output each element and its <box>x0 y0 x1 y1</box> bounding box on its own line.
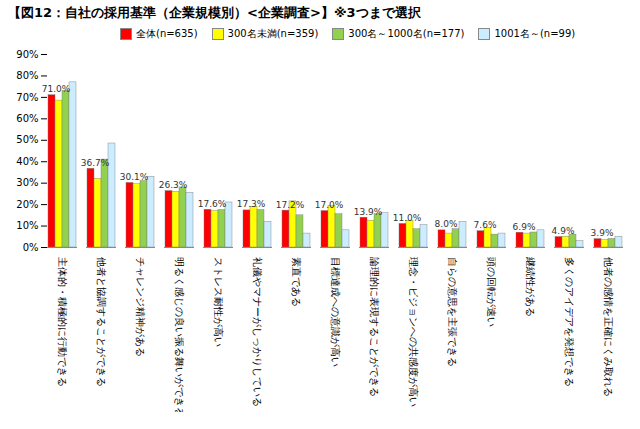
svg-text:自らの意思を主張できる: 自らの意思を主張できる <box>447 257 458 367</box>
svg-text:チャレンジ精神がある: チャレンジ精神がある <box>135 257 146 357</box>
svg-text:目標達成への意識が高い: 目標達成への意識が高い <box>330 257 341 367</box>
svg-text:80%: 80% <box>16 70 38 81</box>
html-text:300名未満(n=359): 300名未満(n=359) <box>227 28 319 39</box>
svg-text:主体的・積極的に行動できる: 主体的・積極的に行動できる <box>57 257 68 387</box>
svg-text:50%: 50% <box>16 134 38 145</box>
svg-text:36.7%: 36.7% <box>81 158 110 168</box>
svg-text:20%: 20% <box>16 199 38 210</box>
svg-text:17.2%: 17.2% <box>276 199 305 209</box>
svg-text:17.6%: 17.6% <box>198 199 227 209</box>
svg-text:継続性がある: 継続性がある <box>525 256 536 317</box>
svg-text:11.0%: 11.0% <box>393 213 422 223</box>
svg-text:0%: 0% <box>23 242 39 253</box>
svg-text:4.9%: 4.9% <box>552 226 575 236</box>
svg-text:論理的に表現することができる: 論理的に表現することができる <box>369 257 380 397</box>
svg-text:明るく感じの良い振る舞いができる: 明るく感じの良い振る舞いができる <box>174 257 185 413</box>
svg-text:17.3%: 17.3% <box>237 199 266 209</box>
svg-text:他者と協調することができる: 他者と協調することができる <box>96 257 107 387</box>
svg-text:ストレス耐性が高い: ストレス耐性が高い <box>213 257 224 347</box>
svg-text:30.1%: 30.1% <box>120 172 149 182</box>
svg-text:13.9%: 13.9% <box>354 207 383 217</box>
svg-text:3.9%: 3.9% <box>591 228 614 238</box>
svg-text:理念・ビジョンへの共感度が高い: 理念・ビジョンへの共感度が高い <box>408 257 419 407</box>
svg-text:60%: 60% <box>16 113 38 124</box>
svg-text:礼儀やマナーがしっかりしている: 礼儀やマナーがしっかりしている <box>252 257 263 407</box>
svg-text:10%: 10% <box>16 220 38 231</box>
svg-text:30%: 30% <box>16 177 38 188</box>
svg-text:70%: 70% <box>16 92 38 103</box>
svg-text:40%: 40% <box>16 156 38 167</box>
html-text:【図12：自社の採用基準（企業規模別）<企業調査>】※3つま: 【図12：自社の採用基準（企業規模別）<企業調査>】※3つまで選択 <box>8 5 421 20</box>
html-text:300名～1000名(n=177): 300名～1000名(n=177) <box>348 28 465 39</box>
svg-text:7.6%: 7.6% <box>474 220 497 230</box>
html-text:1001名～(n=99): 1001名～(n=99) <box>494 28 576 39</box>
svg-text:17.0%: 17.0% <box>315 200 344 210</box>
svg-text:素直である: 素直である <box>291 257 302 307</box>
svg-text:8.0%: 8.0% <box>435 219 458 229</box>
html-text:全体(n=635): 全体(n=635) <box>136 28 198 39</box>
svg-text:90%: 90% <box>16 49 38 60</box>
svg-text:多くのアイデアを発想できる: 多くのアイデアを発想できる <box>564 257 575 387</box>
svg-text:他者の感情を正確にくみ取れる: 他者の感情を正確にくみ取れる <box>603 257 614 397</box>
svg-text:頭の回転が速い: 頭の回転が速い <box>486 257 497 327</box>
svg-text:26.3%: 26.3% <box>159 180 188 190</box>
svg-text:6.9%: 6.9% <box>513 222 536 232</box>
svg-text:71.0%: 71.0% <box>42 84 71 94</box>
